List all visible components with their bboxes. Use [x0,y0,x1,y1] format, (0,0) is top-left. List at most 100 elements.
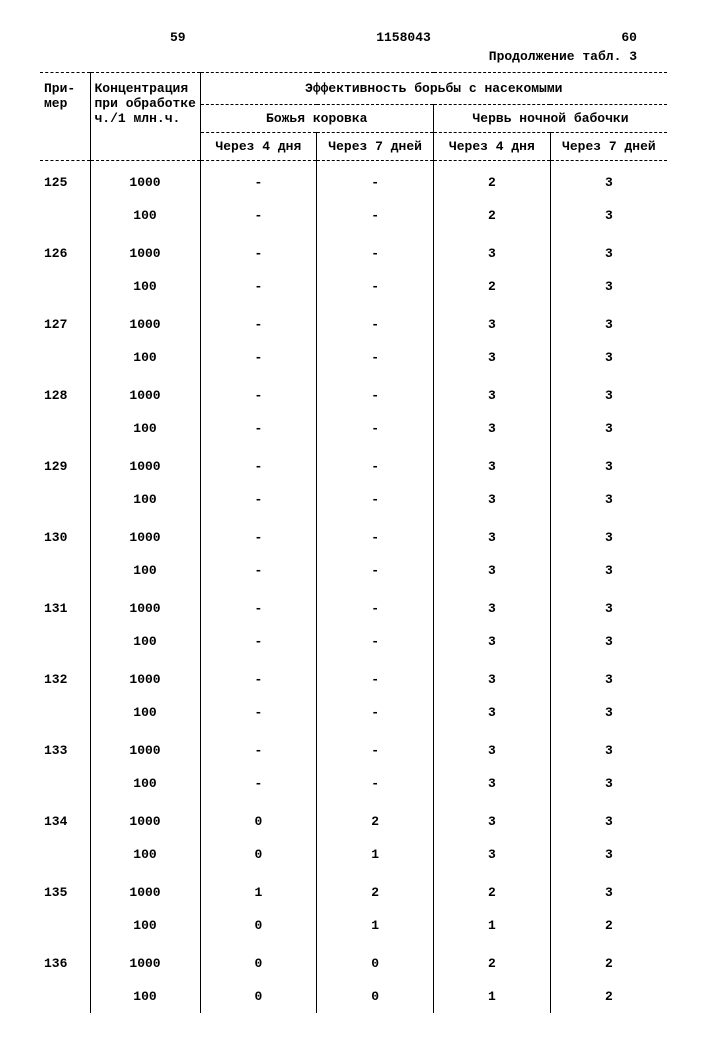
table-cell: - [317,341,434,374]
table-row: 100--23 [40,270,667,303]
table-cell: 100 [90,909,200,942]
table-cell: 1000 [90,374,200,412]
table-cell [40,412,90,445]
table-cell: - [200,199,317,232]
table-cell: 2 [550,980,667,1013]
table-cell: 2 [317,871,434,909]
table-cell: 2 [550,909,667,942]
table-cell: 100 [90,980,200,1013]
table-cell: 3 [550,800,667,838]
table-cell: - [317,199,434,232]
col-a-7d: Через 7 дней [317,133,434,161]
table-cell: 2 [434,270,551,303]
page-number-right: 60 [621,30,637,45]
table-cell: - [200,161,317,200]
table-cell: 3 [434,729,551,767]
table-cell: 1000 [90,729,200,767]
col-b-7d: Через 7 дней [550,133,667,161]
table-cell: 3 [550,232,667,270]
table-cell: 3 [550,270,667,303]
table-cell: 1000 [90,232,200,270]
table-cell: 3 [434,587,551,625]
table-cell: 1000 [90,161,200,200]
table-cell: 2 [434,942,551,980]
table-cell: - [200,729,317,767]
table-cell: 100 [90,767,200,800]
table-cell: 3 [550,696,667,729]
table-cell: 3 [550,587,667,625]
table-cell: 3 [434,800,551,838]
table-cell: 3 [550,554,667,587]
table-cell [40,341,90,374]
table-cell: - [317,270,434,303]
table-cell: 3 [434,483,551,516]
data-table: При- мер Концентрация при обработке ч./1… [40,72,667,1013]
table-cell: - [200,554,317,587]
table-row: 100--33 [40,483,667,516]
table-cell: 1 [317,909,434,942]
table-cell: 1000 [90,303,200,341]
table-cell: 3 [434,625,551,658]
table-cell: 3 [550,374,667,412]
table-cell: - [317,767,434,800]
table-cell [40,625,90,658]
col-group-b: Червь ночной бабочки [434,105,668,133]
table-cell: - [317,161,434,200]
table-cell: 100 [90,270,200,303]
table-cell: - [317,729,434,767]
col-example: При- мер [40,73,90,161]
table-cell [40,483,90,516]
table-cell [40,270,90,303]
table-cell: 135 [40,871,90,909]
table-cell: 134 [40,800,90,838]
table-row: 100--33 [40,412,667,445]
table-row: 1311000--33 [40,587,667,625]
table-cell [40,838,90,871]
col-a-4d: Через 4 дня [200,133,317,161]
page-header: 59 1158043 60 [40,30,667,45]
table-cell: 3 [550,625,667,658]
table-cell: 3 [550,871,667,909]
table-row: 1281000--33 [40,374,667,412]
table-cell: 3 [550,516,667,554]
table-cell: 100 [90,696,200,729]
table-cell: 3 [550,838,667,871]
col-b-4d: Через 4 дня [434,133,551,161]
table-cell: 3 [434,303,551,341]
table-cell: 132 [40,658,90,696]
table-cell: - [200,232,317,270]
table-cell: - [317,516,434,554]
table-cell: 136 [40,942,90,980]
table-cell: - [200,303,317,341]
table-row: 1291000--33 [40,445,667,483]
table-cell: 133 [40,729,90,767]
table-cell: 131 [40,587,90,625]
table-cell: - [317,303,434,341]
table-cell: 0 [200,909,317,942]
table-cell: 3 [550,199,667,232]
table-cell: 3 [434,516,551,554]
table-cell: 1 [434,909,551,942]
table-cell: 0 [200,942,317,980]
table-cell: - [200,658,317,696]
table-row: 100--33 [40,696,667,729]
table-cell: 0 [200,838,317,871]
table-row: 100--33 [40,625,667,658]
col-concentration: Концентрация при обработке ч./1 млн.ч. [90,73,200,161]
table-cell: 125 [40,161,90,200]
table-cell: 3 [434,232,551,270]
table-cell: 130 [40,516,90,554]
table-cell: - [200,625,317,658]
table-cell: 1000 [90,942,200,980]
table-cell: 1000 [90,516,200,554]
table-cell: 0 [317,980,434,1013]
table-cell: - [317,587,434,625]
col-group-main: Эффективность борьбы с насекомыми [200,73,667,105]
table-cell: 1 [317,838,434,871]
table-cell: - [317,445,434,483]
document-number: 1158043 [376,30,431,45]
table-cell: 3 [550,767,667,800]
table-row: 1261000--33 [40,232,667,270]
table-cell: 3 [434,341,551,374]
table-cell: - [200,374,317,412]
